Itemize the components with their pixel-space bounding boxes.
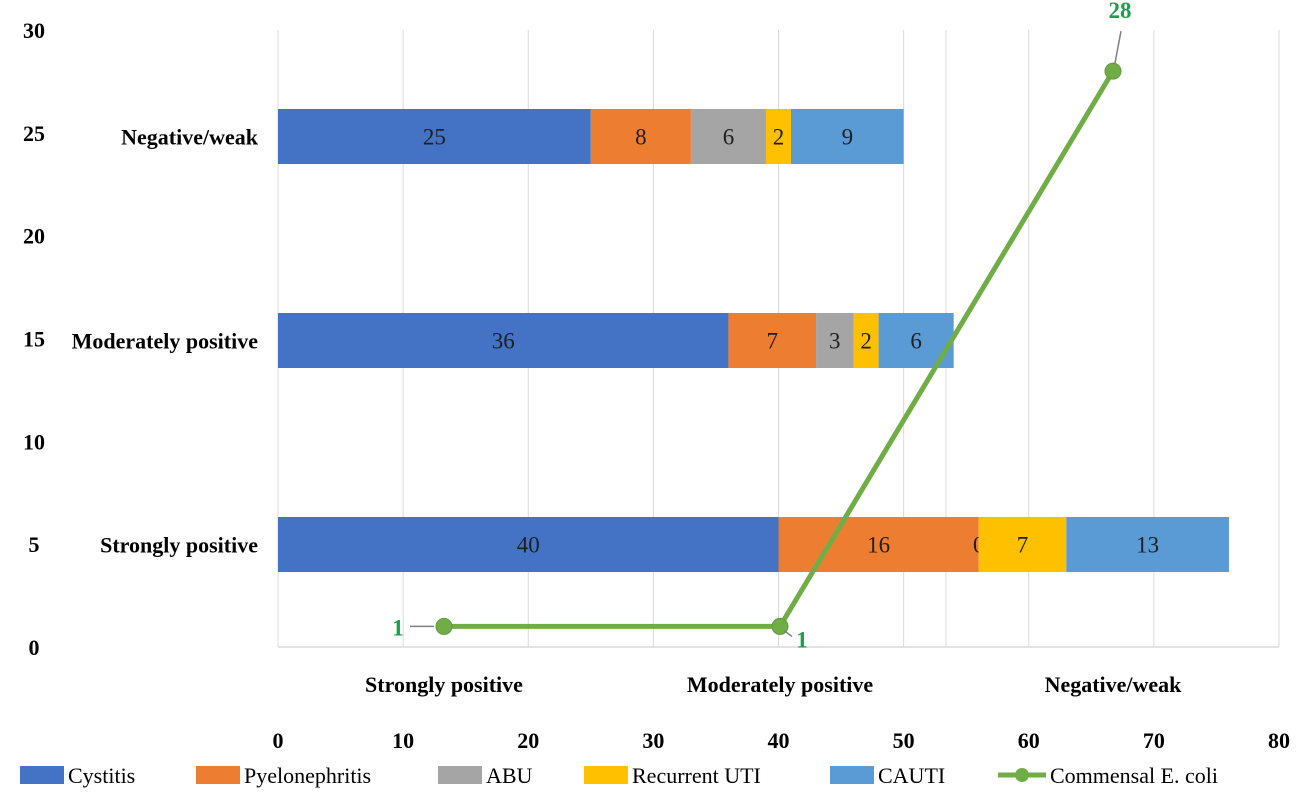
bar-x-tick-20: 20 [517, 728, 539, 753]
bar-x-tick-40: 40 [768, 728, 790, 753]
bar-recurrent-uti-negative-weak [765, 109, 792, 164]
legend-marker-commensal-e-coli [1015, 768, 1029, 782]
line-category-label-strongly-positive: Strongly positive [365, 672, 523, 697]
bar-abu-moderately-positive [816, 313, 854, 368]
bar-cystitis-strongly-positive [278, 517, 779, 572]
line-y-tick-0: 0 [29, 635, 40, 660]
bar-value-label-cauti-negative-weak: 9 [842, 125, 854, 150]
bar-x-tick-10: 10 [392, 728, 414, 753]
line-point-negative-weak [1104, 62, 1122, 80]
line-point-strongly-positive [435, 617, 453, 635]
line-y-tick-30: 30 [23, 18, 45, 43]
bar-recurrent-uti-strongly-positive [978, 517, 1067, 572]
legend-label-abu: ABU [486, 763, 533, 788]
legend-label-commensal-e-coli: Commensal E. coli [1050, 763, 1218, 788]
legend-swatch-recurrent-uti [584, 766, 628, 784]
bar-value-label-cystitis-strongly-positive: 40 [517, 533, 540, 558]
bar-pyelonephritis-strongly-positive [778, 517, 979, 572]
line-y-tick-15: 15 [23, 327, 45, 352]
bar-value-label-cystitis-moderately-positive: 36 [492, 329, 515, 354]
bar-value-label-cauti-moderately-positive: 6 [910, 329, 922, 354]
bar-value-label-cauti-strongly-positive: 13 [1136, 533, 1159, 558]
legend-swatch-abu [438, 766, 482, 784]
line-value-label-moderately-positive: 1 [796, 627, 808, 652]
bar-x-tick-60: 60 [1018, 728, 1040, 753]
bar-category-label-strongly-positive: Strongly positive [100, 533, 258, 558]
bar-value-label-pyelonephritis-moderately-positive: 7 [766, 329, 778, 354]
line-value-label-negative-weak: 28 [1109, 0, 1132, 23]
bar-value-label-abu-moderately-positive: 3 [829, 329, 841, 354]
line-y-tick-25: 25 [23, 121, 45, 146]
bar-recurrent-uti-moderately-positive [853, 313, 879, 368]
line-y-tick-5: 5 [29, 532, 40, 557]
line-y-tick-10: 10 [23, 429, 45, 454]
bar-cystitis-negative-weak [278, 109, 591, 164]
line-y-tick-20: 20 [23, 224, 45, 249]
bar-value-label-pyelonephritis-strongly-positive: 16 [867, 533, 890, 558]
legend-label-cystitis: Cystitis [68, 763, 135, 788]
bar-value-label-cystitis-negative-weak: 25 [423, 125, 446, 150]
bar-value-label-recurrent-uti-negative-weak: 2 [773, 125, 785, 150]
bar-x-tick-30: 30 [642, 728, 664, 753]
bar-value-label-recurrent-uti-strongly-positive: 7 [1017, 533, 1029, 558]
legend-label-cauti: CAUTI [878, 763, 945, 788]
bar-value-label-abu-negative-weak: 6 [723, 125, 735, 150]
legend-swatch-cystitis [20, 766, 64, 784]
bar-value-label-recurrent-uti-moderately-positive: 2 [860, 329, 872, 354]
bar-cauti-negative-weak [791, 109, 904, 164]
legend-label-pyelonephritis: Pyelonephritis [244, 763, 371, 788]
bar-x-tick-70: 70 [1143, 728, 1165, 753]
line-category-label-moderately-positive: Moderately positive [687, 672, 874, 697]
legend-swatch-pyelonephritis [196, 766, 240, 784]
bar-cauti-strongly-positive [1066, 517, 1229, 572]
bar-pyelonephritis-moderately-positive [728, 313, 817, 368]
bar-x-tick-0: 0 [273, 728, 284, 753]
bar-abu-negative-weak [690, 109, 766, 164]
bar-x-tick-80: 80 [1268, 728, 1290, 753]
line-value-label-strongly-positive: 1 [392, 615, 404, 640]
bar-category-label-moderately-positive: Moderately positive [72, 329, 259, 354]
bar-pyelonephritis-negative-weak [590, 109, 691, 164]
bar-cystitis-moderately-positive [278, 313, 729, 368]
bar-x-tick-50: 50 [893, 728, 915, 753]
line-label-leader-negative-weak [1114, 30, 1122, 64]
line-category-label-negative-weak: Negative/weak [1045, 672, 1183, 697]
line-label-leader-moderately-positive [783, 629, 793, 638]
bar-value-label-pyelonephritis-negative-weak: 8 [635, 125, 647, 150]
legend-label-recurrent-uti: Recurrent UTI [632, 763, 761, 788]
legend-swatch-cauti [830, 766, 874, 784]
bar-category-label-negative-weak: Negative/weak [121, 125, 259, 150]
